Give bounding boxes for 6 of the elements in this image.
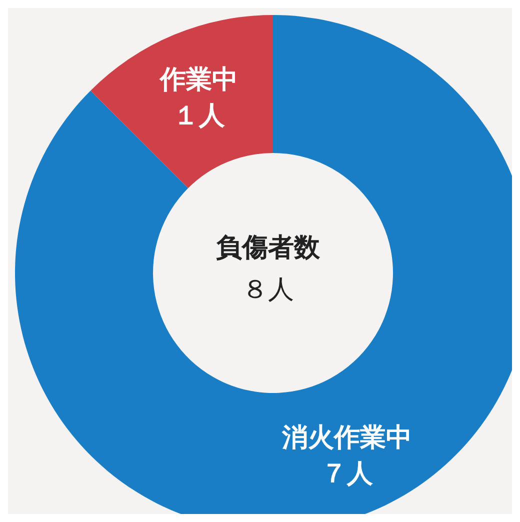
data-label: １人 xyxy=(172,100,226,131)
data-label: ７人 xyxy=(321,459,374,490)
slice-label: 消火作業中 xyxy=(281,423,412,454)
slice-label: 作業中 xyxy=(158,64,238,95)
text: 負傷者数 xyxy=(216,233,321,263)
text: ８人 xyxy=(242,275,294,305)
